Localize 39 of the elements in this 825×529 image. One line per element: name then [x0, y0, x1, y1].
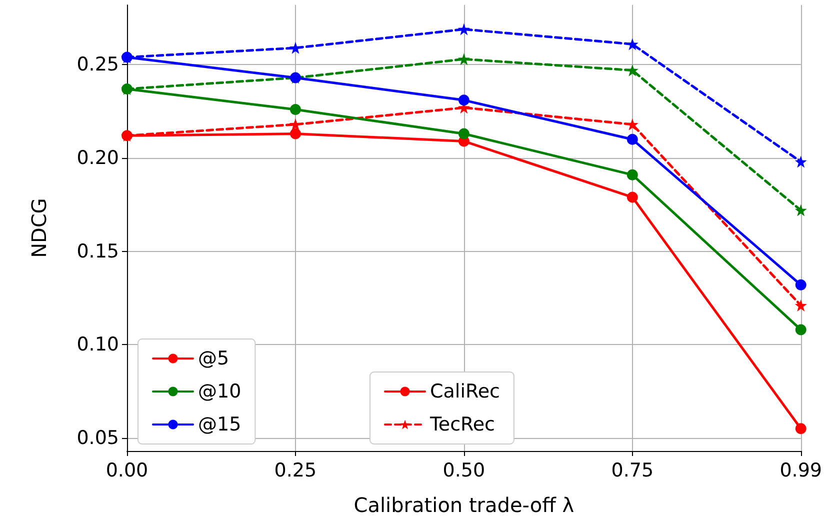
point — [458, 128, 470, 140]
x-tick-label: 0.75 — [611, 460, 654, 482]
y-axis-title: NDCG — [27, 198, 51, 258]
x-axis-title: Calibration trade-off λ — [354, 493, 574, 517]
legend-label: @15 — [198, 414, 242, 436]
point — [289, 42, 302, 54]
point — [458, 94, 470, 106]
legend-label: @5 — [198, 348, 230, 370]
point — [626, 192, 638, 203]
point — [290, 104, 301, 115]
point — [626, 169, 638, 180]
point — [795, 279, 806, 290]
x-tick-label: 0.00 — [106, 460, 148, 482]
legend-label: CaliRec — [430, 380, 500, 402]
legend-label: TecRec — [429, 414, 495, 436]
point — [122, 52, 132, 63]
y-tick-label: 0.20 — [76, 147, 119, 170]
point — [458, 23, 470, 36]
point — [122, 130, 132, 142]
x-tick-label: 0.50 — [442, 460, 486, 482]
y-tick-label: 0.10 — [76, 334, 119, 356]
point — [794, 156, 807, 168]
legend-label: @10 — [198, 380, 242, 402]
point — [458, 53, 470, 66]
point — [795, 423, 806, 434]
y-tick-label: 0.15 — [76, 240, 119, 262]
y-tick-label: 0.25 — [76, 54, 119, 76]
point — [626, 134, 638, 145]
point — [289, 118, 302, 130]
point — [626, 64, 638, 76]
point — [122, 83, 132, 94]
point — [794, 299, 807, 312]
x-tick-label: 0.25 — [274, 460, 317, 482]
point — [794, 204, 807, 216]
point — [626, 118, 638, 130]
point — [795, 324, 806, 336]
x-tick-label: 0.99 — [780, 460, 822, 482]
point — [290, 128, 301, 140]
y-tick-label: 0.05 — [76, 426, 119, 449]
